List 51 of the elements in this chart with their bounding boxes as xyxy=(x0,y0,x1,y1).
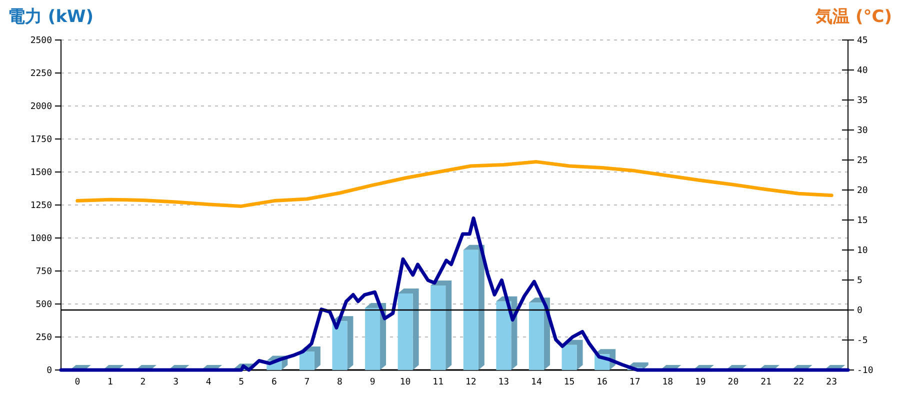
y-tick-label: 250 xyxy=(36,332,52,343)
x-tick-label: 22 xyxy=(793,377,804,388)
y2-tick-label: 5 xyxy=(857,276,862,286)
x-tick-label: 14 xyxy=(531,377,542,388)
y-tick-label: 0 xyxy=(46,366,52,376)
line-series xyxy=(59,216,850,372)
x-tick-label: 8 xyxy=(337,377,342,388)
y2-tick-label: 30 xyxy=(857,126,868,136)
x-tick-label: 1 xyxy=(107,377,113,388)
y2-tick-label: 40 xyxy=(857,66,868,76)
y2-tick-label: 25 xyxy=(857,156,868,166)
x-tick-label: 13 xyxy=(498,377,510,388)
line-series xyxy=(76,160,834,208)
y2-axis-title: 気温 (°C) xyxy=(814,7,892,27)
x-tick-label: 10 xyxy=(400,377,411,388)
y2-tick-label: 35 xyxy=(857,96,868,106)
x-tick-label: 5 xyxy=(238,377,244,388)
y-tick-label: 1500 xyxy=(30,168,52,178)
x-tick-label: 18 xyxy=(662,377,674,388)
x-tick-label: 19 xyxy=(695,377,706,388)
x-tick-label: 21 xyxy=(760,377,772,388)
y-tick-label: 750 xyxy=(36,266,52,277)
y2-tick-label: 45 xyxy=(857,36,868,46)
y2-tick-label: -5 xyxy=(857,336,868,346)
y-tick-label: 2000 xyxy=(30,102,52,112)
x-tick-label: 16 xyxy=(596,377,608,388)
x-tick-label: 12 xyxy=(465,377,476,388)
x-tick-label: 0 xyxy=(74,377,80,388)
x-tick-label: 23 xyxy=(826,377,838,388)
y-tick-label: 1750 xyxy=(30,134,52,145)
x-tick-label: 9 xyxy=(370,377,376,388)
x-tick-label: 3 xyxy=(173,377,178,388)
x-tick-label: 11 xyxy=(432,377,444,388)
y-tick-label: 2250 xyxy=(30,68,52,79)
x-tick-label: 17 xyxy=(629,377,640,388)
x-tick-label: 7 xyxy=(304,377,310,388)
y-tick-label: 1000 xyxy=(30,234,52,244)
y2-tick-label: 15 xyxy=(857,216,868,226)
x-tick-label: 4 xyxy=(206,377,212,388)
x-tick-label: 2 xyxy=(140,377,146,388)
y2-tick-label: 0 xyxy=(857,306,862,316)
y-axis-title: 電力 (kW) xyxy=(8,7,94,27)
y-tick-label: 1250 xyxy=(30,200,52,211)
x-tick-label: 6 xyxy=(271,377,277,388)
x-tick-label: 15 xyxy=(564,377,575,388)
y2-tick-label: 10 xyxy=(857,246,868,256)
y2-tick-label: 20 xyxy=(857,186,868,196)
y-tick-label: 500 xyxy=(36,300,52,310)
y-tick-label: 2500 xyxy=(30,36,52,46)
x-tick-label: 20 xyxy=(728,377,739,388)
y2-tick-label: -10 xyxy=(857,366,874,376)
